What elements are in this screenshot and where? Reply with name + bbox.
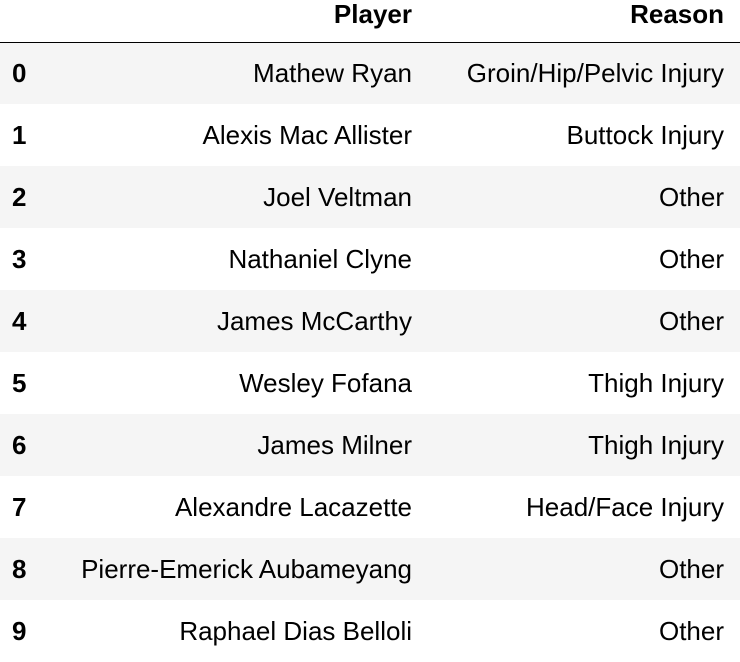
header-row: Player Reason xyxy=(0,0,740,43)
row-index: 1 xyxy=(12,119,27,150)
player-cell: James Milner xyxy=(257,429,412,460)
player-cell: Alexandre Lacazette xyxy=(174,491,412,522)
row-index: 3 xyxy=(12,243,27,274)
reason-cell: Other xyxy=(658,615,724,646)
row-index: 9 xyxy=(12,615,27,646)
reason-cell: Buttock Injury xyxy=(566,119,724,150)
reason-cell: Other xyxy=(658,305,724,336)
table-row: 6 James Milner Thigh Injury xyxy=(0,414,740,476)
table-row: 5 Wesley Fofana Thigh Injury xyxy=(0,352,740,414)
table-row: 9 Raphael Dias Belloli Other xyxy=(0,600,740,662)
row-index: 5 xyxy=(12,367,27,398)
player-cell: Wesley Fofana xyxy=(239,367,412,398)
player-cell: Mathew Ryan xyxy=(253,57,412,88)
reason-cell: Other xyxy=(658,553,724,584)
index-column-header xyxy=(0,0,44,43)
reason-cell: Thigh Injury xyxy=(588,367,724,398)
reason-cell: Groin/Hip/Pelvic Injury xyxy=(466,57,724,88)
row-index: 6 xyxy=(12,429,27,460)
player-cell: Pierre-Emerick Aubameyang xyxy=(81,553,412,584)
reason-cell: Thigh Injury xyxy=(588,429,724,460)
table-row: 7 Alexandre Lacazette Head/Face Injury xyxy=(0,476,740,538)
table-row: 4 James McCarthy Other xyxy=(0,290,740,352)
column-header-player: Player xyxy=(44,0,428,43)
player-cell: Raphael Dias Belloli xyxy=(179,615,412,646)
row-index: 2 xyxy=(12,181,27,212)
table-row: 0 Mathew Ryan Groin/Hip/Pelvic Injury xyxy=(0,42,740,104)
row-index: 0 xyxy=(12,57,27,88)
table-row: 8 Pierre-Emerick Aubameyang Other xyxy=(0,538,740,600)
reason-cell: Head/Face Injury xyxy=(526,491,724,522)
column-header-reason: Reason xyxy=(428,0,740,43)
reason-cell: Other xyxy=(658,181,724,212)
player-cell: Joel Veltman xyxy=(263,181,412,212)
player-cell: Nathaniel Clyne xyxy=(228,243,412,274)
row-index: 8 xyxy=(12,553,27,584)
table-row: 2 Joel Veltman Other xyxy=(0,166,740,228)
row-index: 7 xyxy=(12,491,27,522)
reason-cell: Other xyxy=(658,243,724,274)
table-row: 3 Nathaniel Clyne Other xyxy=(0,228,740,290)
table-body: 0 Mathew Ryan Groin/Hip/Pelvic Injury 1 … xyxy=(0,42,740,662)
player-cell: James McCarthy xyxy=(216,305,412,336)
row-index: 4 xyxy=(12,305,27,336)
table-row: 1 Alexis Mac Allister Buttock Injury xyxy=(0,104,740,166)
player-cell: Alexis Mac Allister xyxy=(202,119,413,150)
table-header: Player Reason xyxy=(0,0,740,43)
